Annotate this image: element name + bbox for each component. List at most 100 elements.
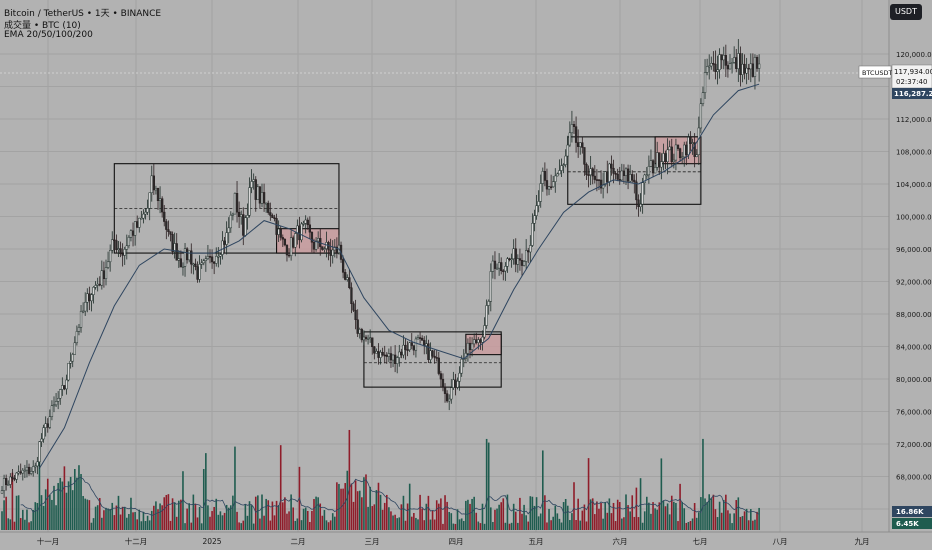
volume-bar bbox=[402, 495, 405, 530]
ema-indicator-label[interactable]: EMA 20/50/100/200 bbox=[4, 30, 93, 40]
candle-body bbox=[450, 387, 453, 400]
candle-body bbox=[410, 342, 413, 346]
candle-body bbox=[375, 351, 378, 354]
candle-body bbox=[427, 343, 430, 360]
candle-body bbox=[46, 423, 49, 428]
candle-body bbox=[115, 240, 118, 250]
volume-bar bbox=[30, 521, 32, 530]
time-axis[interactable]: 十一月 十二月 2025 二月 三月 四月 五月 六月 七月 八月 九月 bbox=[37, 536, 870, 546]
candle-body bbox=[204, 258, 207, 261]
price-tick-label: 100,000.00 bbox=[896, 214, 932, 222]
volume-bar bbox=[65, 492, 68, 530]
symbol-title[interactable]: Bitcoin / TetherUS • 1天 • BINANCE bbox=[4, 9, 162, 19]
volume-bar bbox=[101, 517, 103, 530]
candle-body bbox=[383, 354, 386, 357]
candle-body bbox=[491, 260, 495, 272]
volume-bar bbox=[365, 474, 367, 530]
candle-body bbox=[36, 461, 39, 467]
price-axis[interactable]: 120,000.00116,000.00112,000.00108,000.00… bbox=[896, 51, 932, 514]
volume-bar bbox=[296, 518, 299, 530]
volume-bar bbox=[169, 520, 172, 530]
volume-bar bbox=[600, 502, 602, 530]
volume-bar bbox=[720, 512, 723, 530]
volume-bar bbox=[261, 494, 263, 530]
candle-body bbox=[202, 260, 205, 264]
volume-bar bbox=[352, 501, 355, 530]
candle-body bbox=[520, 260, 524, 266]
candle-body bbox=[412, 345, 415, 351]
volume-bar bbox=[666, 503, 669, 530]
candle-body bbox=[171, 234, 174, 252]
volume-bar bbox=[184, 523, 186, 530]
volume-bar bbox=[74, 468, 76, 530]
candle-body bbox=[460, 358, 463, 374]
candle-body bbox=[660, 161, 663, 168]
candle-body bbox=[61, 385, 64, 390]
volume-bar bbox=[257, 495, 259, 530]
volume-bar bbox=[36, 502, 39, 530]
volume-bar bbox=[327, 522, 330, 530]
volume-bar bbox=[452, 523, 455, 530]
volume-bar bbox=[302, 508, 305, 530]
candle-body bbox=[298, 225, 301, 241]
candle-body bbox=[502, 270, 505, 273]
candle-body bbox=[7, 484, 10, 486]
candle-body bbox=[333, 246, 336, 251]
candle-body bbox=[5, 478, 8, 485]
volume-bar bbox=[227, 507, 230, 530]
volume-bar bbox=[44, 489, 47, 530]
price-tick-label: 96,000.00 bbox=[896, 246, 932, 254]
volume-bar bbox=[527, 521, 530, 530]
volume-value-tag: 6.45K bbox=[896, 520, 919, 528]
candle-body bbox=[9, 476, 12, 485]
candle-body bbox=[749, 63, 752, 70]
candle-body bbox=[418, 337, 422, 339]
candle-body bbox=[75, 331, 79, 344]
candle-body bbox=[564, 155, 567, 165]
volume-bar bbox=[539, 513, 542, 530]
candle-body bbox=[429, 350, 432, 360]
volume-bar bbox=[392, 515, 394, 530]
candle-body bbox=[86, 293, 89, 303]
volume-bar bbox=[130, 497, 132, 530]
volume-bar bbox=[598, 508, 600, 530]
currency-button[interactable]: USDT bbox=[890, 4, 922, 20]
volume-bar bbox=[533, 505, 536, 530]
volume-bar bbox=[32, 509, 34, 530]
candle-body bbox=[352, 303, 355, 311]
candle-body bbox=[735, 57, 738, 69]
candle-body bbox=[310, 231, 314, 243]
candle-body bbox=[458, 372, 461, 382]
candle-body bbox=[273, 217, 276, 219]
candle-body bbox=[562, 164, 565, 166]
candle-body bbox=[265, 202, 268, 205]
volume-bar bbox=[675, 502, 677, 530]
volume-bar bbox=[232, 495, 234, 530]
volume-bar bbox=[161, 505, 163, 530]
volume-indicator-label[interactable]: 成交量 • BTC (10) bbox=[4, 21, 81, 31]
candle-body bbox=[175, 243, 178, 261]
candle-body bbox=[289, 237, 293, 256]
volume-bar bbox=[346, 470, 349, 530]
volume-bar bbox=[477, 521, 480, 530]
candle-body bbox=[2, 478, 6, 491]
candle-body bbox=[500, 262, 503, 272]
candle-body bbox=[71, 354, 74, 362]
volume-bar bbox=[498, 504, 500, 530]
candle-body bbox=[377, 351, 380, 358]
candle-body bbox=[190, 250, 193, 265]
volume-bar bbox=[188, 503, 190, 530]
candle-body bbox=[391, 354, 395, 361]
volume-bar bbox=[221, 515, 224, 530]
candle-body bbox=[629, 174, 632, 182]
candle-body bbox=[154, 188, 158, 191]
candle-body bbox=[54, 401, 58, 406]
candle-body bbox=[685, 144, 688, 156]
candle-body bbox=[161, 198, 164, 213]
candle-body bbox=[146, 208, 149, 213]
volume-bar bbox=[579, 520, 582, 530]
volume-bar bbox=[587, 458, 590, 530]
